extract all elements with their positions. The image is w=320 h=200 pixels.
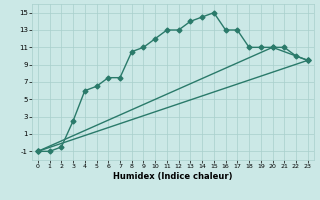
X-axis label: Humidex (Indice chaleur): Humidex (Indice chaleur) bbox=[113, 172, 233, 181]
